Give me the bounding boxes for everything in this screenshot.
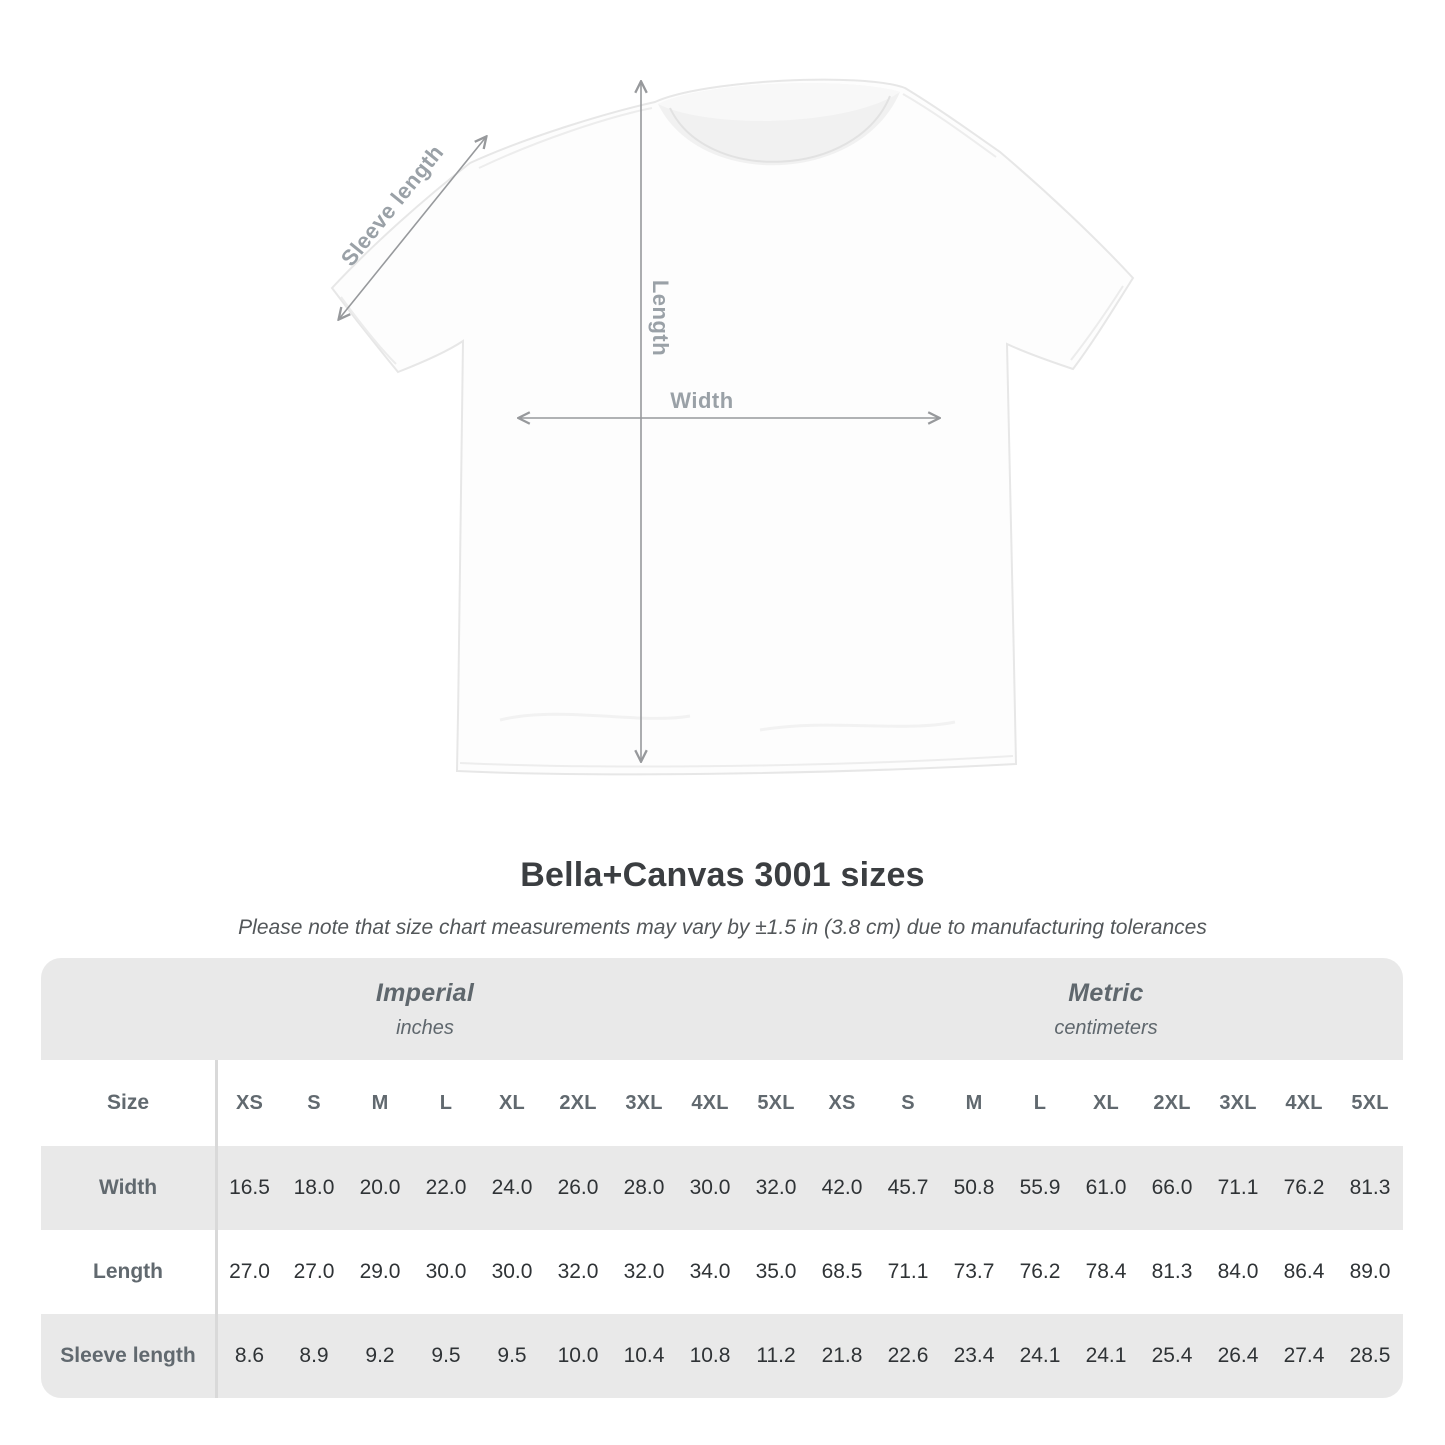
size-col-header: 4XL [677,1060,743,1146]
size-value-cell: 86.4 [1271,1230,1337,1314]
size-value-cell: 42.0 [809,1146,875,1230]
size-value-cell: 50.8 [941,1146,1007,1230]
size-value-cell: 18.0 [281,1146,347,1230]
sleeve-length-arrow [339,137,486,319]
size-value-cell: 66.0 [1139,1146,1205,1230]
size-value-cell: 9.2 [347,1314,413,1398]
tolerance-note: Please note that size chart measurements… [238,916,1207,939]
width-measure-label: Width [670,388,733,413]
size-value-cell: 9.5 [479,1314,545,1398]
size-value-cell: 71.1 [1205,1146,1271,1230]
size-col-header: M [347,1060,413,1146]
size-value-cell: 32.0 [743,1146,809,1230]
size-value-cell: 30.0 [677,1146,743,1230]
page-title: Bella+Canvas 3001 sizes [520,856,925,894]
tshirt-illustration [330,78,1135,776]
size-col-header: XS [215,1060,281,1146]
imperial-unit: inches [396,1016,454,1039]
size-value-cell: 29.0 [347,1230,413,1314]
size-value-cell: 22.6 [875,1314,941,1398]
size-value-cell: 27.0 [215,1230,281,1314]
size-value-cell: 8.6 [215,1314,281,1398]
size-value-cell: 22.0 [413,1146,479,1230]
size-value-cell: 89.0 [1337,1230,1403,1314]
metric-label: Metric [1068,978,1144,1007]
size-col-header: XL [1073,1060,1139,1146]
metric-group-header: Metric centimeters [809,958,1403,1060]
size-value-cell: 28.5 [1337,1314,1403,1398]
size-col-header: S [875,1060,941,1146]
length-measure-label: Length [648,280,673,356]
size-col-header: 4XL [1271,1060,1337,1146]
size-col-header: L [413,1060,479,1146]
size-col-header: XS [809,1060,875,1146]
size-value-cell: 81.3 [1337,1146,1403,1230]
size-value-cell: 71.1 [875,1230,941,1314]
size-value-cell: 32.0 [545,1230,611,1314]
size-col-header: 3XL [1205,1060,1271,1146]
size-col-header: 2XL [545,1060,611,1146]
size-value-cell: 26.0 [545,1146,611,1230]
size-value-cell: 10.4 [611,1314,677,1398]
size-value-cell: 76.2 [1271,1146,1337,1230]
size-col-header: 5XL [743,1060,809,1146]
size-value-cell: 26.4 [1205,1314,1271,1398]
size-value-cell: 27.4 [1271,1314,1337,1398]
corner-label: Size [41,1060,215,1146]
size-value-cell: 32.0 [611,1230,677,1314]
tshirt-size-diagram: Width Length Sleeve length [330,78,1135,776]
size-value-cell: 45.7 [875,1146,941,1230]
size-value-cell: 24.1 [1007,1314,1073,1398]
row-label-width: Width [41,1146,215,1230]
size-value-cell: 16.5 [215,1146,281,1230]
size-value-cell: 30.0 [479,1230,545,1314]
size-value-cell: 35.0 [743,1230,809,1314]
size-value-cell: 21.8 [809,1314,875,1398]
size-value-cell: 11.2 [743,1314,809,1398]
collar-back-band [658,83,900,121]
size-value-cell: 24.0 [479,1146,545,1230]
size-value-cell: 76.2 [1007,1230,1073,1314]
size-value-cell: 34.0 [677,1230,743,1314]
size-value-cell: 55.9 [1007,1146,1073,1230]
size-col-header: 5XL [1337,1060,1403,1146]
size-value-cell: 84.0 [1205,1230,1271,1314]
size-col-header: S [281,1060,347,1146]
size-value-cell: 27.0 [281,1230,347,1314]
imperial-group-header: Imperial inches [41,958,809,1060]
size-value-cell: 81.3 [1139,1230,1205,1314]
size-chart-table: Imperial inches Metric centimeters Size … [41,958,1403,1398]
size-value-cell: 10.8 [677,1314,743,1398]
size-value-cell: 28.0 [611,1146,677,1230]
size-col-header: M [941,1060,1007,1146]
size-col-header: 3XL [611,1060,677,1146]
size-value-cell: 73.7 [941,1230,1007,1314]
size-col-header: XL [479,1060,545,1146]
row-label-length: Length [41,1230,215,1314]
size-value-cell: 10.0 [545,1314,611,1398]
size-col-header: 2XL [1139,1060,1205,1146]
row-label-sleeve-length: Sleeve length [41,1314,215,1398]
size-col-header: L [1007,1060,1073,1146]
size-value-cell: 25.4 [1139,1314,1205,1398]
size-value-cell: 24.1 [1073,1314,1139,1398]
size-value-cell: 78.4 [1073,1230,1139,1314]
size-value-cell: 61.0 [1073,1146,1139,1230]
size-value-cell: 23.4 [941,1314,1007,1398]
size-value-cell: 30.0 [413,1230,479,1314]
size-value-cell: 20.0 [347,1146,413,1230]
size-value-cell: 9.5 [413,1314,479,1398]
size-value-cell: 68.5 [809,1230,875,1314]
size-value-cell: 8.9 [281,1314,347,1398]
metric-unit: centimeters [1054,1016,1158,1039]
imperial-label: Imperial [375,978,475,1007]
